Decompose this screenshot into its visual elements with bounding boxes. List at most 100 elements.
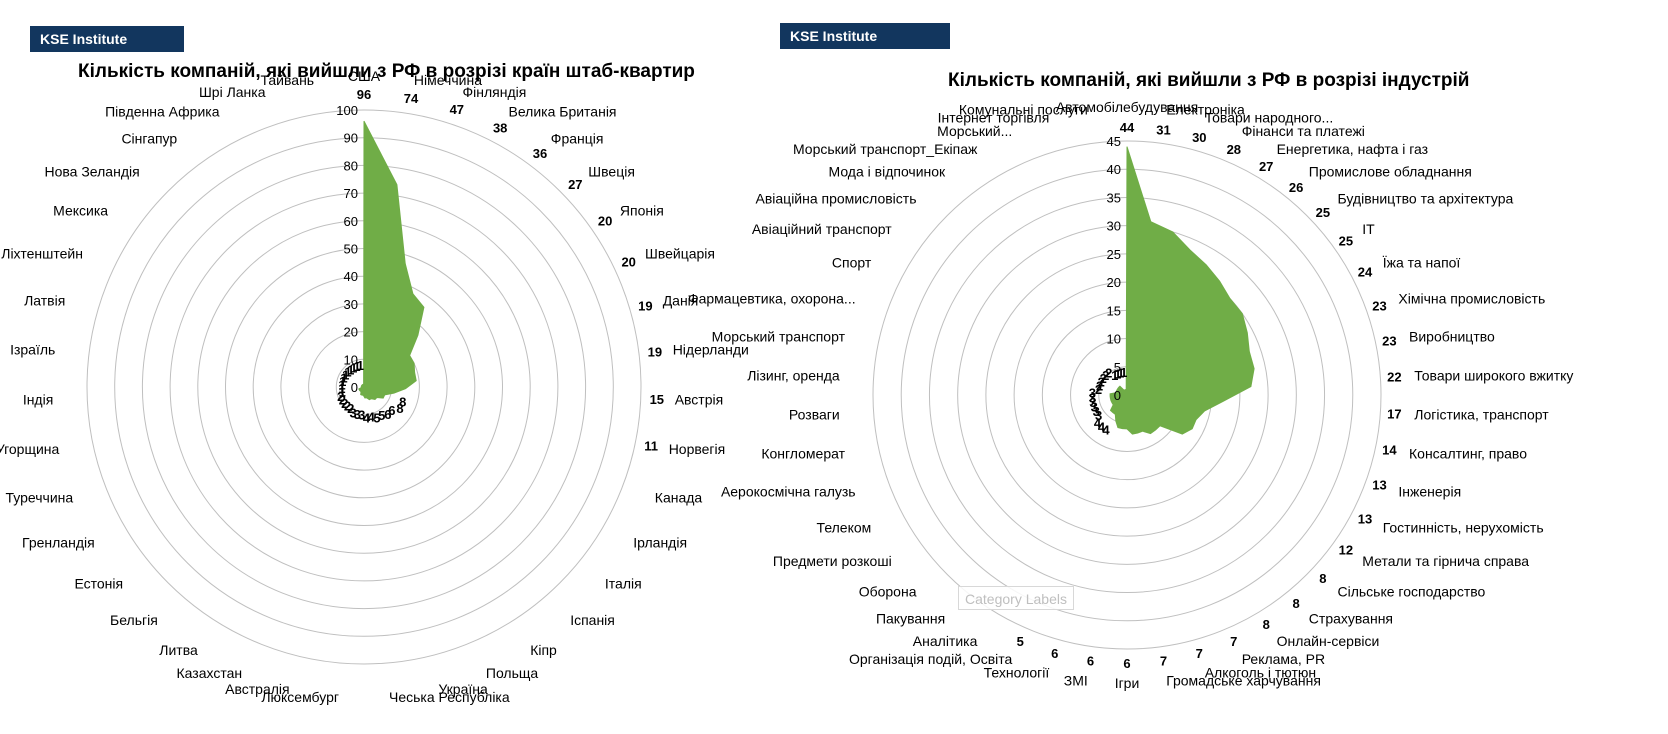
data-label: 3 bbox=[354, 407, 361, 422]
data-label: 6 bbox=[1051, 646, 1058, 661]
category-label: Промислове обладнання bbox=[1309, 164, 1472, 180]
category-label: Бельгія bbox=[110, 612, 158, 628]
category-label: Нідерланди bbox=[673, 342, 749, 358]
category-label: Лізинг, оренда bbox=[747, 367, 840, 383]
category-label: Електроніка bbox=[1166, 102, 1245, 118]
category-label: Консалтинг, право bbox=[1409, 446, 1527, 462]
grid-ring bbox=[872, 140, 1382, 650]
radial-tick-label: 90 bbox=[344, 131, 358, 146]
data-label: 14 bbox=[1382, 443, 1397, 458]
data-label: 17 bbox=[1387, 406, 1401, 421]
category-label: США bbox=[348, 68, 381, 84]
category-labels-tooltip: Category Labels bbox=[958, 586, 1074, 610]
data-area bbox=[1109, 146, 1255, 435]
data-label: 1 bbox=[357, 358, 364, 373]
category-label: Ліхтенштейн bbox=[1, 246, 83, 262]
kse-badge: KSE Institute bbox=[30, 26, 184, 52]
data-label: 2 bbox=[341, 396, 348, 411]
data-label: 30 bbox=[1192, 130, 1206, 145]
data-label: 1 bbox=[353, 359, 360, 374]
chart-panel-countries: KSE Institute Кількість компаній, які ви… bbox=[0, 0, 760, 734]
radial-tick-label: 50 bbox=[344, 242, 358, 257]
category-label: Енергетика, нафта і газ bbox=[1277, 141, 1429, 157]
data-label: 4 bbox=[1102, 423, 1110, 438]
radial-tick-label: 20 bbox=[1107, 275, 1121, 290]
radial-tick-label: 70 bbox=[344, 186, 358, 201]
data-label: 20 bbox=[621, 254, 635, 269]
category-label: Норвегія bbox=[669, 441, 726, 457]
category-label: Мода і відпочинок bbox=[829, 164, 947, 180]
data-label: 2 bbox=[347, 401, 354, 416]
chart-title: Кількість компаній, які вийшли з РФ в ро… bbox=[948, 70, 1470, 91]
data-label: 47 bbox=[450, 102, 464, 117]
category-label: Їжа та напої bbox=[1383, 255, 1461, 271]
data-label: 12 bbox=[1339, 543, 1353, 558]
category-label: Латвія bbox=[24, 293, 65, 309]
category-label: Кіпр bbox=[530, 642, 557, 658]
category-label: Польща bbox=[486, 665, 539, 681]
data-label: 2 bbox=[1102, 368, 1109, 383]
data-label: 5 bbox=[373, 411, 380, 426]
chart-panel-industries: KSE Institute Кількість компаній, які ви… bbox=[688, 0, 1668, 734]
data-label: 3 bbox=[349, 406, 356, 421]
category-label: Гренландія bbox=[22, 535, 95, 551]
data-label: 1 bbox=[338, 381, 345, 396]
data-label: 38 bbox=[493, 121, 507, 136]
category-label: Аналітика bbox=[913, 633, 978, 649]
data-label: 7 bbox=[1196, 646, 1203, 661]
category-label: Предмети розкоші bbox=[773, 553, 892, 569]
data-label: 19 bbox=[638, 299, 652, 314]
data-label: 6 bbox=[388, 403, 395, 418]
category-label: Гостинність, нерухомість bbox=[1383, 520, 1544, 536]
category-label: Франція bbox=[551, 130, 604, 146]
category-label: Товари широкого вжитку bbox=[1414, 367, 1573, 383]
category-label: Австрія bbox=[675, 392, 724, 408]
data-label: 44 bbox=[1120, 120, 1135, 135]
radial-tick-label: 0 bbox=[1114, 388, 1121, 403]
category-label: Південна Африка bbox=[105, 104, 220, 120]
data-label: 25 bbox=[1316, 205, 1330, 220]
data-label: 4 bbox=[363, 410, 371, 425]
category-label: Італія bbox=[605, 576, 642, 592]
category-label: Товари народного... bbox=[1205, 110, 1334, 126]
data-label: 22 bbox=[1387, 370, 1401, 385]
data-label: 8 bbox=[1319, 571, 1326, 586]
data-label: 23 bbox=[1382, 334, 1396, 349]
category-label: Конгломерат bbox=[761, 446, 845, 462]
data-label: 13 bbox=[1372, 478, 1386, 493]
category-label: Індія bbox=[23, 392, 53, 408]
data-label: 1 bbox=[1117, 365, 1124, 380]
category-label: Страхування bbox=[1309, 610, 1393, 626]
category-label: Литва bbox=[159, 642, 198, 658]
data-label: 28 bbox=[1227, 142, 1241, 157]
data-label: 11 bbox=[644, 439, 658, 454]
category-label: Німеччина bbox=[414, 72, 482, 88]
data-label: 96 bbox=[357, 87, 371, 102]
category-label: Морський... bbox=[937, 123, 1012, 139]
data-label: 3 bbox=[1091, 400, 1098, 415]
category-label: Туреччина bbox=[6, 489, 74, 505]
category-label: Морський транспорт bbox=[712, 328, 846, 344]
category-label: Реклама, PR bbox=[1242, 651, 1325, 667]
category-label: Розваги bbox=[789, 407, 840, 423]
data-label: 2 bbox=[1105, 366, 1112, 381]
data-label: 31 bbox=[1156, 123, 1170, 138]
data-label: 8 bbox=[1263, 617, 1270, 632]
data-label: 2 bbox=[1100, 371, 1107, 386]
data-label: 24 bbox=[1358, 265, 1373, 280]
data-label: 20 bbox=[598, 214, 612, 229]
category-label: Громадське харчування bbox=[1166, 672, 1321, 688]
category-label: Ірландія bbox=[633, 535, 687, 551]
data-label: 4 bbox=[1094, 416, 1102, 431]
radial-tick-label: 40 bbox=[344, 269, 358, 284]
data-label: 1 bbox=[340, 371, 347, 386]
data-label: 27 bbox=[1259, 159, 1273, 174]
data-label: 1 bbox=[1120, 365, 1127, 380]
category-label: Комунальні послуги bbox=[959, 102, 1088, 118]
data-label: 13 bbox=[1358, 511, 1372, 526]
category-label: Угорщина bbox=[0, 441, 60, 457]
category-label: Виробництво bbox=[1409, 328, 1495, 344]
radial-tick-label: 0 bbox=[351, 380, 358, 395]
category-label: Ізраїль bbox=[10, 342, 55, 358]
